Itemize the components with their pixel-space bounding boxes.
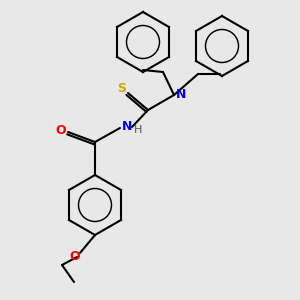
Text: N: N (176, 88, 186, 101)
Text: O: O (70, 250, 80, 262)
Text: N: N (122, 121, 132, 134)
Text: H: H (134, 125, 142, 135)
Text: O: O (56, 124, 66, 136)
Text: S: S (118, 82, 127, 94)
